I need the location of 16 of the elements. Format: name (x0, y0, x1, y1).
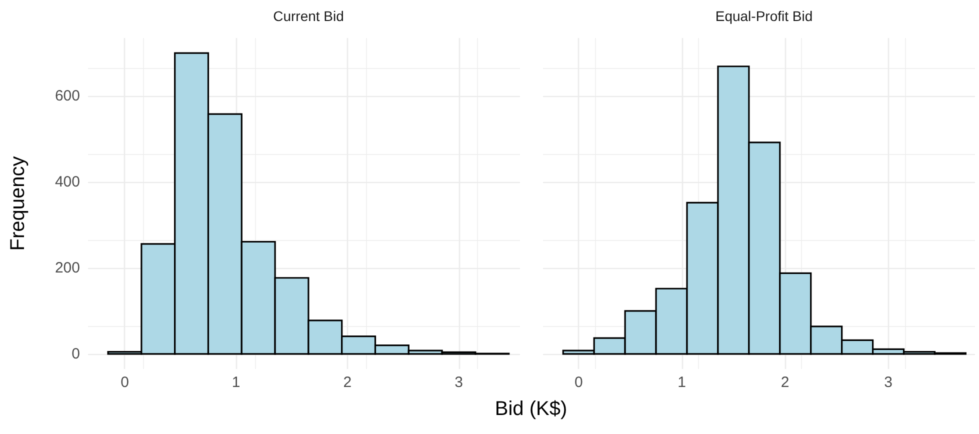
x-tick-label: 2 (343, 374, 352, 391)
y-tick-label: 600 (54, 88, 80, 105)
x-tick-label: 3 (454, 374, 463, 391)
x-tick-label: 3 (884, 374, 892, 391)
x-tick-label: 2 (780, 374, 790, 391)
x-tick-label: 1 (232, 374, 240, 391)
y-axis-title: Frequency (7, 156, 29, 251)
chart-title: Equal-Profit Bid (715, 8, 813, 24)
y-tick-label: 200 (54, 259, 80, 276)
y-tick-label: 400 (54, 174, 80, 191)
x-tick-label: 1 (678, 374, 686, 391)
x-tick-label: 0 (120, 374, 129, 391)
x-tick-label: 0 (574, 374, 583, 391)
chart-title: Current Bid (273, 8, 344, 24)
x-axis-title: Bid (K$) (494, 398, 568, 421)
y-tick-label: 0 (72, 345, 80, 362)
